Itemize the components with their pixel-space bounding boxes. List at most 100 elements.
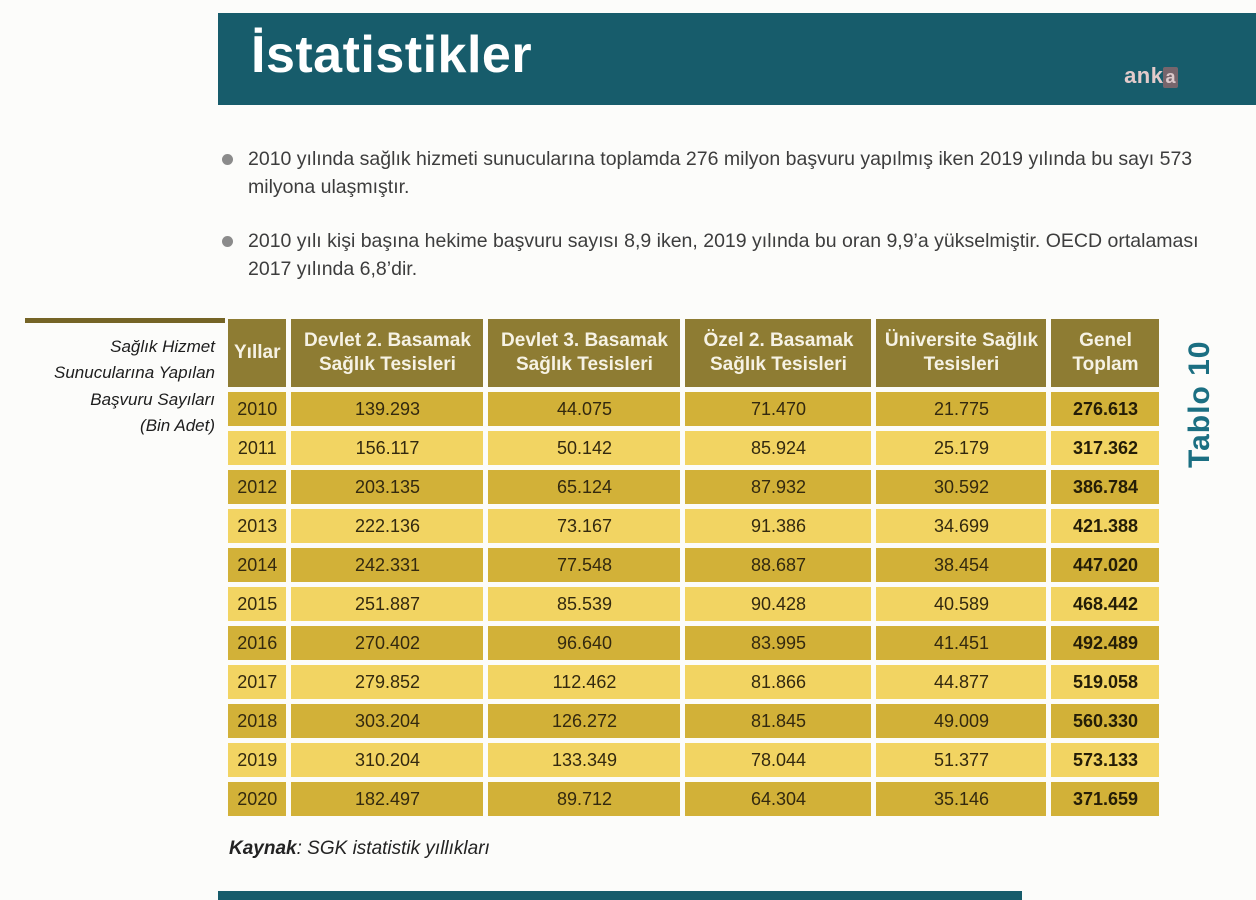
value-cell: 303.204 xyxy=(291,704,484,738)
value-cell: 73.167 xyxy=(488,509,681,543)
value-cell: 126.272 xyxy=(488,704,681,738)
value-cell: 85.924 xyxy=(685,431,872,465)
column-header-grand-total: Genel Toplam xyxy=(1051,319,1160,387)
total-cell: 317.362 xyxy=(1051,431,1160,465)
value-cell: 270.402 xyxy=(291,626,484,660)
column-header-state-secondary: Devlet 2. Basamak Sağlık Tesisleri xyxy=(291,319,484,387)
bullet-text: 2010 yılı kişi başına hekime başvuru say… xyxy=(248,230,1199,281)
value-cell: 156.117 xyxy=(291,431,484,465)
value-cell: 78.044 xyxy=(685,743,872,777)
statistics-table: Yıllar Devlet 2. Basamak Sağlık Tesisler… xyxy=(223,314,1164,821)
value-cell: 251.887 xyxy=(291,587,484,621)
value-cell: 21.775 xyxy=(876,392,1047,426)
anka-watermark-text: ank xyxy=(1124,63,1164,88)
table-caption-line: (Bin Adet) xyxy=(140,416,215,436)
value-cell: 139.293 xyxy=(291,392,484,426)
table-caption: Sağlık Hizmet Sunucularına Yapılan Başvu… xyxy=(30,334,215,439)
year-cell: 2016 xyxy=(228,626,287,660)
source-text: : SGK istatistik yıllıkları xyxy=(296,838,490,859)
value-cell: 34.699 xyxy=(876,509,1047,543)
value-cell: 38.454 xyxy=(876,548,1047,582)
year-cell: 2013 xyxy=(228,509,287,543)
column-header-state-tertiary: Devlet 3. Basamak Sağlık Tesisleri xyxy=(488,319,681,387)
value-cell: 44.075 xyxy=(488,392,681,426)
value-cell: 91.386 xyxy=(685,509,872,543)
year-cell: 2018 xyxy=(228,704,287,738)
value-cell: 81.866 xyxy=(685,665,872,699)
value-cell: 40.589 xyxy=(876,587,1047,621)
value-cell: 41.451 xyxy=(876,626,1047,660)
title-banner: İstatistikler ank a xyxy=(218,13,1256,105)
anka-watermark-logo: ank a xyxy=(1124,63,1178,89)
table-row: 2018 303.204 126.272 81.845 49.009 560.3… xyxy=(228,704,1160,738)
table-row: 2012 203.135 65.124 87.932 30.592 386.78… xyxy=(228,470,1160,504)
table-caption-line: Sağlık Hizmet xyxy=(110,337,215,356)
value-cell: 85.539 xyxy=(488,587,681,621)
bullet-text: 2010 yılında sağlık hizmeti sunucularına… xyxy=(248,148,1193,198)
value-cell: 89.712 xyxy=(488,782,681,816)
table-row: 2010 139.293 44.075 71.470 21.775 276.61… xyxy=(228,392,1160,426)
bullet-item: 2010 yılı kişi başına hekime başvuru say… xyxy=(222,228,1234,283)
table-row: 2020 182.497 89.712 64.304 35.146 371.65… xyxy=(228,782,1160,816)
bullet-item: 2010 yılında sağlık hizmeti sunucularına… xyxy=(222,146,1234,201)
value-cell: 182.497 xyxy=(291,782,484,816)
value-cell: 64.304 xyxy=(685,782,872,816)
table-row: 2016 270.402 96.640 83.995 41.451 492.48… xyxy=(228,626,1160,660)
value-cell: 203.135 xyxy=(291,470,484,504)
total-cell: 573.133 xyxy=(1051,743,1160,777)
year-cell: 2017 xyxy=(228,665,287,699)
table-row: 2017 279.852 112.462 81.866 44.877 519.0… xyxy=(228,665,1160,699)
value-cell: 30.592 xyxy=(876,470,1047,504)
table-row: 2019 310.204 133.349 78.044 51.377 573.1… xyxy=(228,743,1160,777)
value-cell: 81.845 xyxy=(685,704,872,738)
total-cell: 276.613 xyxy=(1051,392,1160,426)
table-caption-rule xyxy=(25,318,225,323)
value-cell: 71.470 xyxy=(685,392,872,426)
value-cell: 65.124 xyxy=(488,470,681,504)
total-cell: 447.020 xyxy=(1051,548,1160,582)
table-row: 2011 156.117 50.142 85.924 25.179 317.36… xyxy=(228,431,1160,465)
year-cell: 2019 xyxy=(228,743,287,777)
value-cell: 112.462 xyxy=(488,665,681,699)
footer-rule xyxy=(218,891,1022,900)
table-caption-line: Sunucularına Yapılan xyxy=(54,363,215,383)
value-cell: 87.932 xyxy=(685,470,872,504)
total-cell: 468.442 xyxy=(1051,587,1160,621)
total-cell: 519.058 xyxy=(1051,665,1160,699)
summary-bullets: 2010 yılında sağlık hizmeti sunucularına… xyxy=(222,146,1234,311)
year-cell: 2010 xyxy=(228,392,287,426)
year-cell: 2015 xyxy=(228,587,287,621)
value-cell: 90.428 xyxy=(685,587,872,621)
table-number-label: Tablo 10 xyxy=(1183,340,1216,468)
value-cell: 35.146 xyxy=(876,782,1047,816)
value-cell: 242.331 xyxy=(291,548,484,582)
column-header-private-secondary: Özel 2. Basamak Sağlık Tesisleri xyxy=(685,319,872,387)
value-cell: 44.877 xyxy=(876,665,1047,699)
page-title: İstatistikler xyxy=(251,26,533,84)
value-cell: 96.640 xyxy=(488,626,681,660)
anka-watermark-badge: a xyxy=(1163,67,1178,88)
year-cell: 2014 xyxy=(228,548,287,582)
table-row: 2014 242.331 77.548 88.687 38.454 447.02… xyxy=(228,548,1160,582)
value-cell: 77.548 xyxy=(488,548,681,582)
source-note: Kaynak: SGK istatistik yıllıkları xyxy=(229,838,490,860)
value-cell: 25.179 xyxy=(876,431,1047,465)
table-caption-line: Başvuru Sayıları xyxy=(90,389,215,409)
value-cell: 51.377 xyxy=(876,743,1047,777)
total-cell: 371.659 xyxy=(1051,782,1160,816)
table-header-row: Yıllar Devlet 2. Basamak Sağlık Tesisler… xyxy=(228,319,1160,387)
total-cell: 492.489 xyxy=(1051,626,1160,660)
column-header-years: Yıllar xyxy=(228,319,287,387)
bullet-icon xyxy=(222,236,233,248)
value-cell: 133.349 xyxy=(488,743,681,777)
total-cell: 421.388 xyxy=(1051,509,1160,543)
table-row: 2013 222.136 73.167 91.386 34.699 421.38… xyxy=(228,509,1160,543)
table-row: 2015 251.887 85.539 90.428 40.589 468.44… xyxy=(228,587,1160,621)
bullet-icon xyxy=(222,154,233,165)
value-cell: 310.204 xyxy=(291,743,484,777)
total-cell: 386.784 xyxy=(1051,470,1160,504)
total-cell: 560.330 xyxy=(1051,704,1160,738)
value-cell: 222.136 xyxy=(291,509,484,543)
value-cell: 88.687 xyxy=(685,548,872,582)
value-cell: 83.995 xyxy=(685,626,872,660)
